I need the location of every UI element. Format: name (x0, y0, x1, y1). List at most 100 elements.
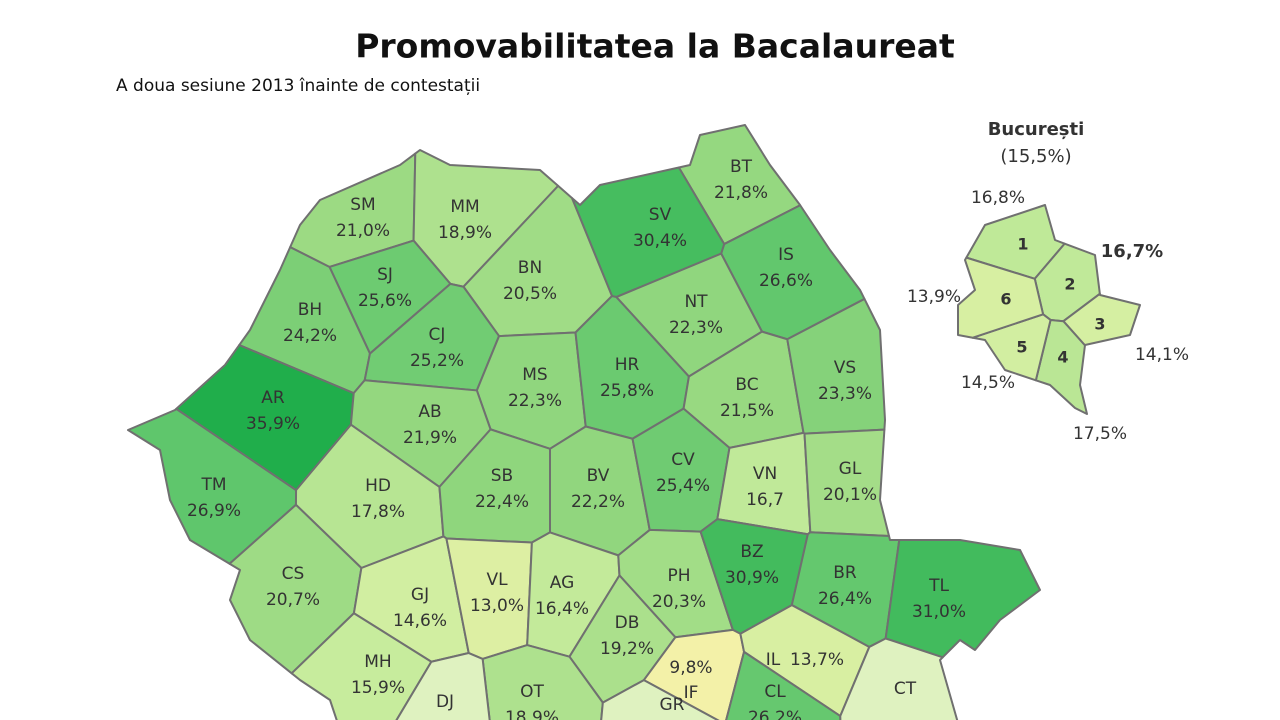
county-value: 15,9% (351, 678, 405, 698)
county (803, 428, 890, 537)
county-value: 24,2% (283, 326, 337, 346)
county-value: 19,2% (600, 639, 654, 659)
county-code: AR (261, 388, 285, 408)
county-code: CV (671, 450, 695, 470)
county (839, 637, 959, 720)
county-code: DB (615, 613, 640, 633)
county-code: DJ (436, 692, 454, 712)
county-code: TL (928, 576, 949, 596)
sector-label: 4 (1057, 348, 1068, 367)
county-code: TM (200, 475, 226, 495)
county-value: 21,0% (336, 221, 390, 241)
county-value: 30,4% (633, 231, 687, 251)
county (395, 652, 491, 720)
county-value: 25,2% (410, 351, 464, 371)
county-value: 21,5% (720, 401, 774, 421)
county-value: 25,4% (656, 476, 710, 496)
county-code: BN (518, 258, 542, 278)
county-value: 26,2% (748, 708, 802, 720)
county-code: HD (365, 476, 391, 496)
inset-value: (15,5%) (1000, 146, 1071, 167)
sector (1034, 318, 1088, 415)
county-code: MS (522, 365, 547, 385)
sector-label: 3 (1094, 315, 1105, 334)
sector-value: 14,5% (961, 373, 1015, 393)
sector-label: 2 (1064, 275, 1075, 294)
inset-title: București (988, 119, 1085, 140)
county-value: 16,7 (746, 490, 784, 510)
county-value: 13,7% (790, 650, 844, 670)
sector-value: 16,8% (971, 188, 1025, 208)
sector-value: 17,5% (1073, 424, 1127, 444)
county-value: 17,8% (351, 502, 405, 522)
county-code: BC (735, 375, 758, 395)
county-code: IS (778, 245, 794, 265)
county-code: VN (753, 464, 777, 484)
county-value: 26,4% (818, 589, 872, 609)
county-code: AG (550, 573, 575, 593)
county-value: 21,9% (403, 428, 457, 448)
county-code: OT (520, 682, 544, 702)
county-code: VL (486, 570, 508, 590)
county-code: HR (615, 355, 640, 375)
county-code: PH (667, 566, 690, 586)
county-code: NT (684, 292, 708, 312)
county (884, 539, 1041, 659)
county-value: 22,3% (508, 391, 562, 411)
county-code: VS (834, 358, 856, 378)
county (600, 679, 720, 720)
county-code: AB (418, 402, 441, 422)
subtitle: A doua sesiune 2013 înainte de contestaț… (116, 76, 480, 96)
county-value: 23,3% (818, 384, 872, 404)
county-value: 30,9% (725, 568, 779, 588)
county-code: SB (491, 466, 513, 486)
county-code: BV (587, 466, 610, 486)
sector-label: 1 (1017, 235, 1028, 254)
county-code: IF (684, 683, 699, 703)
sector-value: 13,9% (907, 287, 961, 307)
county-value: 16,4% (535, 599, 589, 619)
county-code: BZ (740, 542, 763, 562)
county-value: 18,9% (438, 223, 492, 243)
county-code: CT (894, 679, 917, 699)
county-value: 22,4% (475, 492, 529, 512)
county-value: 31,0% (912, 602, 966, 622)
county-code: BH (298, 300, 322, 320)
county-code: CS (282, 564, 305, 584)
county-value: 9,8% (669, 658, 712, 678)
county-value: 20,7% (266, 590, 320, 610)
sector-label: 6 (1000, 290, 1011, 309)
county-value: 20,1% (823, 485, 877, 505)
county-value: 20,3% (652, 592, 706, 612)
county-code: MH (364, 652, 391, 672)
county-value: 21,8% (714, 183, 768, 203)
county-code: SJ (377, 265, 393, 285)
sector-label: 5 (1016, 338, 1027, 357)
county-value: 20,5% (503, 284, 557, 304)
county (290, 612, 433, 720)
sector (957, 256, 1045, 339)
county-code: GR (660, 695, 685, 715)
county-code: GJ (411, 585, 429, 605)
county-code: SM (350, 195, 375, 215)
county-value: 18,9% (505, 708, 559, 720)
county-code: BR (833, 563, 857, 583)
county-value: 26,9% (187, 501, 241, 521)
county-code: CJ (429, 325, 446, 345)
county-value: 26,6% (759, 271, 813, 291)
title: Promovabilitatea la Bacalaureat (355, 27, 955, 66)
sector-value: 14,1% (1135, 345, 1189, 365)
county-value: 14,6% (393, 611, 447, 631)
sector-value: 16,7% (1101, 241, 1163, 262)
county-code: BT (730, 157, 753, 177)
county-code: MM (450, 197, 479, 217)
county-value: 13,0% (470, 596, 524, 616)
county-value: 22,2% (571, 492, 625, 512)
county-value: 22,3% (669, 318, 723, 338)
county-code: GL (839, 459, 862, 479)
county-value: 35,9% (246, 414, 300, 434)
county-code: CL (764, 682, 786, 702)
county-code: IL (766, 650, 781, 670)
